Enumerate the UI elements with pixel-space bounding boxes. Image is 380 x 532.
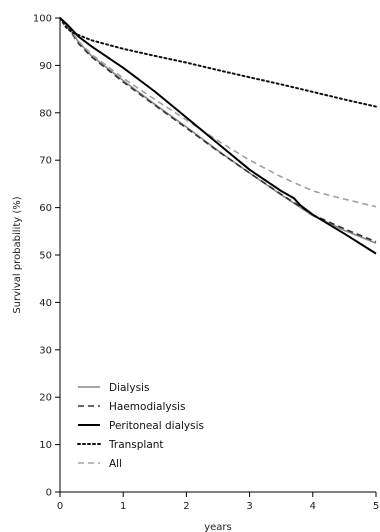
legend-label: Transplant bbox=[108, 439, 164, 451]
y-tick-label: 40 bbox=[39, 298, 52, 309]
y-tick-label: 90 bbox=[39, 61, 52, 72]
x-tick-label: 2 bbox=[183, 501, 189, 512]
series-line-haemodialysis bbox=[59, 17, 377, 243]
legend-label: Haemodialysis bbox=[109, 401, 185, 413]
series-line-dialysis bbox=[59, 17, 377, 244]
x-tick-label: 1 bbox=[120, 501, 126, 512]
y-tick-label: 80 bbox=[39, 108, 52, 119]
y-tick-label: 0 bbox=[46, 488, 52, 499]
legend: Dialysis Haemodialysis Peritoneal dialysis… bbox=[77, 382, 204, 470]
y-tick-label: 100 bbox=[33, 14, 52, 25]
y-tick-label: 50 bbox=[39, 251, 52, 262]
legend-label: Peritoneal dialysis bbox=[109, 420, 204, 432]
y-tick-label: 10 bbox=[39, 440, 52, 451]
x-tick-label: 5 bbox=[373, 501, 379, 512]
x-tick-label: 3 bbox=[246, 501, 252, 512]
legend-label: Dialysis bbox=[109, 382, 149, 394]
legend-label: All bbox=[109, 458, 122, 470]
series-line-peritoneal-dialysis bbox=[59, 17, 377, 255]
y-tick-label: 20 bbox=[39, 393, 52, 404]
x-tick-label: 0 bbox=[57, 501, 63, 512]
series-layer bbox=[59, 17, 377, 255]
y-tick-label: 60 bbox=[39, 203, 52, 214]
series-line-all bbox=[59, 17, 377, 208]
y-tick-label: 70 bbox=[39, 156, 52, 167]
series-line-transplant bbox=[59, 17, 377, 108]
x-axis-label: years bbox=[204, 522, 232, 532]
y-axis-label: Survival probability (%) bbox=[12, 196, 23, 313]
axes: 0 10 20 30 40 50 60 70 80 90 100 0 1 2 3 4 5 bbox=[33, 14, 379, 513]
y-tick-label: 30 bbox=[39, 345, 52, 356]
x-tick-label: 4 bbox=[310, 501, 316, 512]
